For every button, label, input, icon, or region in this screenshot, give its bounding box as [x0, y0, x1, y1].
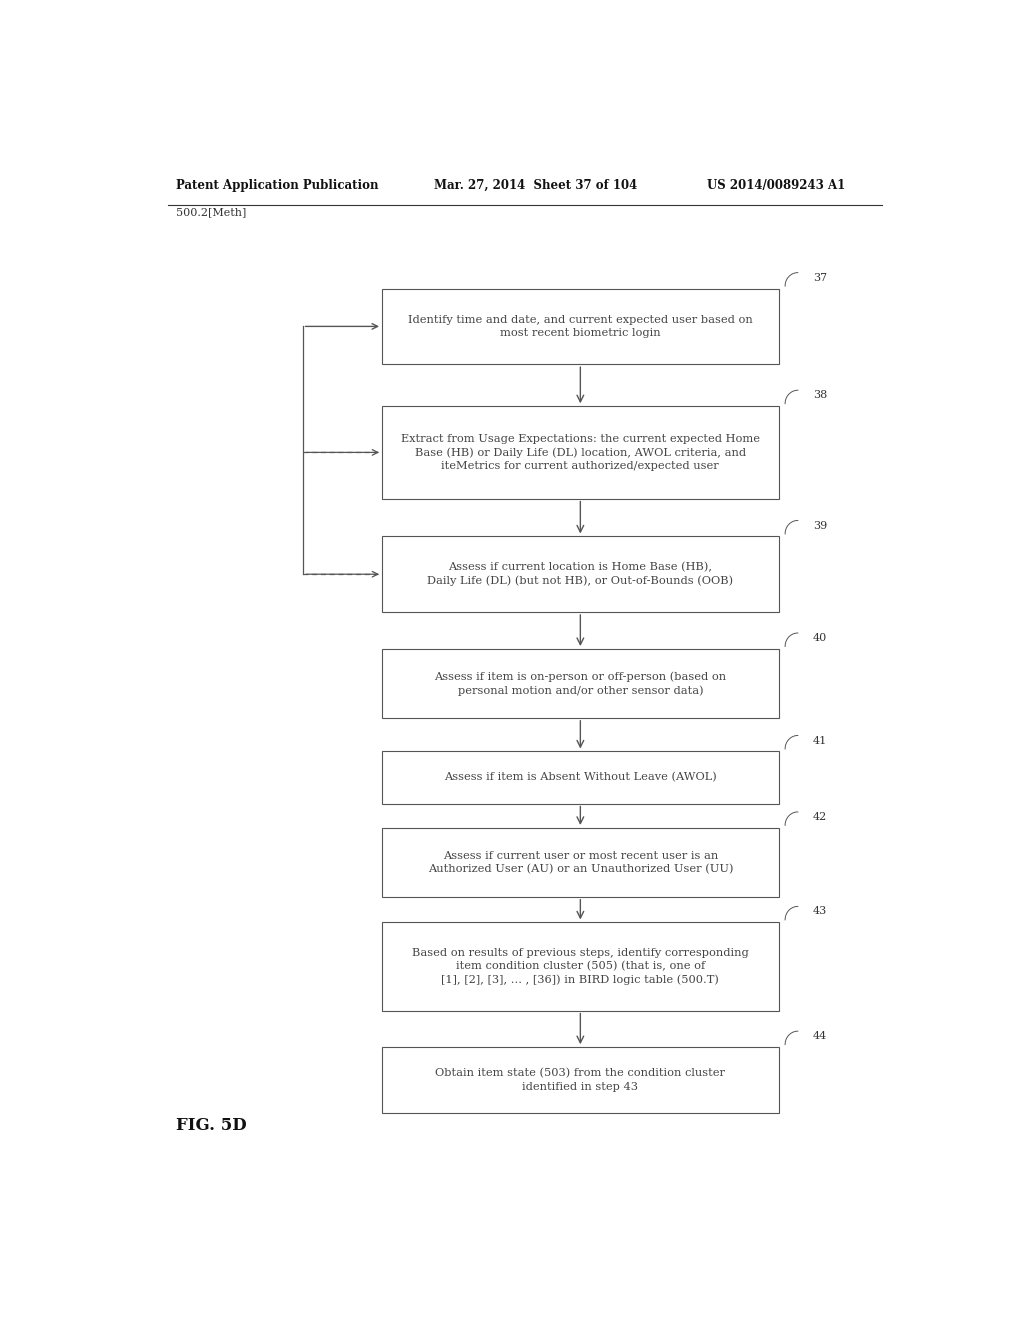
- FancyBboxPatch shape: [382, 923, 778, 1011]
- FancyBboxPatch shape: [382, 751, 778, 804]
- Text: 38: 38: [813, 391, 827, 400]
- Text: Assess if current location is Home Base (HB),
Daily Life (DL) (but not HB), or O: Assess if current location is Home Base …: [427, 562, 733, 586]
- Text: 43: 43: [813, 907, 827, 916]
- Text: FIG. 5D: FIG. 5D: [176, 1117, 247, 1134]
- Text: 42: 42: [813, 812, 827, 822]
- Text: Assess if item is Absent Without Leave (AWOL): Assess if item is Absent Without Leave (…: [444, 772, 717, 783]
- Text: Patent Application Publication: Patent Application Publication: [176, 178, 378, 191]
- FancyBboxPatch shape: [382, 289, 778, 364]
- Text: Assess if item is on-person or off-person (based on
personal motion and/or other: Assess if item is on-person or off-perso…: [434, 671, 726, 696]
- Text: 37: 37: [813, 273, 827, 282]
- FancyBboxPatch shape: [382, 649, 778, 718]
- Text: 40: 40: [813, 634, 827, 643]
- FancyBboxPatch shape: [382, 828, 778, 896]
- Text: Assess if current user or most recent user is an
Authorized User (AU) or an Unau: Assess if current user or most recent us…: [428, 850, 733, 874]
- Text: Mar. 27, 2014  Sheet 37 of 104: Mar. 27, 2014 Sheet 37 of 104: [433, 178, 637, 191]
- Text: Extract from Usage Expectations: the current expected Home
Base (HB) or Daily Li: Extract from Usage Expectations: the cur…: [400, 434, 760, 471]
- FancyBboxPatch shape: [382, 1047, 778, 1113]
- Text: Based on results of previous steps, identify corresponding
item condition cluste: Based on results of previous steps, iden…: [412, 948, 749, 985]
- Text: Obtain item state (503) from the condition cluster
identified in step 43: Obtain item state (503) from the conditi…: [435, 1068, 725, 1092]
- Text: 39: 39: [813, 520, 827, 531]
- Text: 44: 44: [813, 1031, 827, 1041]
- Text: US 2014/0089243 A1: US 2014/0089243 A1: [708, 178, 846, 191]
- Text: 500.2[Meth]: 500.2[Meth]: [176, 207, 246, 218]
- FancyBboxPatch shape: [382, 407, 778, 499]
- FancyBboxPatch shape: [382, 536, 778, 612]
- Text: Identify time and date, and current expected user based on
most recent biometric: Identify time and date, and current expe…: [408, 314, 753, 338]
- Text: 41: 41: [813, 735, 827, 746]
